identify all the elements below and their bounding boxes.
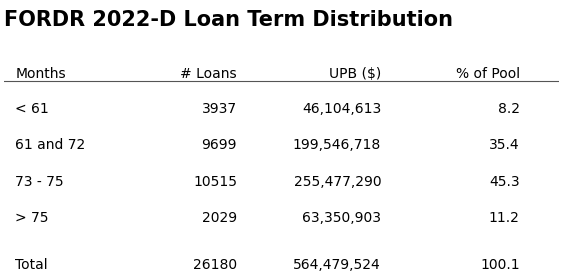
Text: 45.3: 45.3 [489,175,520,189]
Text: > 75: > 75 [15,211,49,225]
Text: 255,477,290: 255,477,290 [294,175,381,189]
Text: Total: Total [15,258,48,272]
Text: % of Pool: % of Pool [455,67,520,81]
Text: UPB ($): UPB ($) [329,67,381,81]
Text: 100.1: 100.1 [480,258,520,272]
Text: 2029: 2029 [202,211,237,225]
Text: 564,479,524: 564,479,524 [294,258,381,272]
Text: Months: Months [15,67,66,81]
Text: 63,350,903: 63,350,903 [302,211,381,225]
Text: 46,104,613: 46,104,613 [302,102,381,116]
Text: 11.2: 11.2 [489,211,520,225]
Text: 35.4: 35.4 [489,138,520,152]
Text: 199,546,718: 199,546,718 [293,138,381,152]
Text: < 61: < 61 [15,102,49,116]
Text: FORDR 2022-D Loan Term Distribution: FORDR 2022-D Loan Term Distribution [4,11,453,30]
Text: 9699: 9699 [202,138,237,152]
Text: # Loans: # Loans [180,67,237,81]
Text: 3937: 3937 [202,102,237,116]
Text: 8.2: 8.2 [498,102,520,116]
Text: 26180: 26180 [193,258,237,272]
Text: 10515: 10515 [193,175,237,189]
Text: 73 - 75: 73 - 75 [15,175,64,189]
Text: 61 and 72: 61 and 72 [15,138,86,152]
